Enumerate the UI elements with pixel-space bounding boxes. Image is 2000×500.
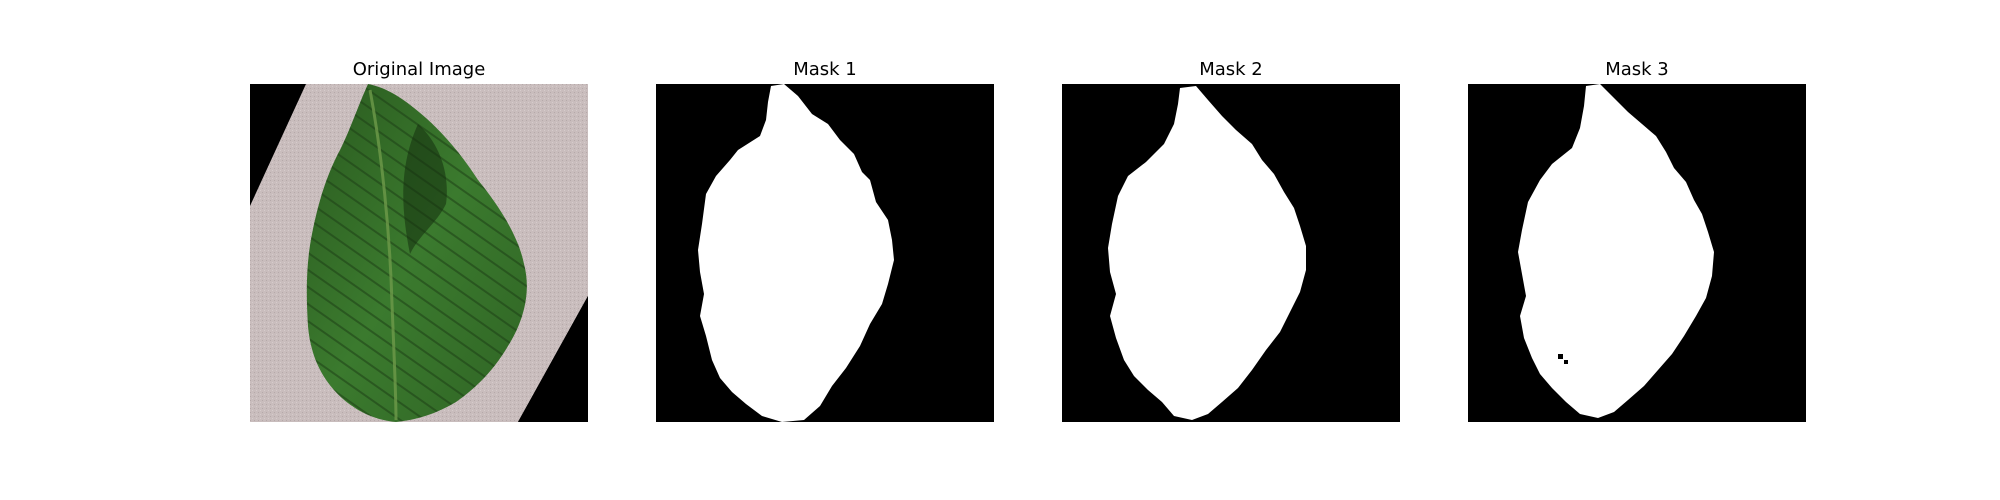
- mask-1-shape: [656, 84, 994, 422]
- leaf-midrib: [368, 89, 398, 421]
- mask-2-image: [1062, 84, 1400, 422]
- panel-title-mask-1: Mask 1: [793, 59, 857, 80]
- panel-title-mask-2: Mask 2: [1199, 59, 1263, 80]
- leaf-photo: [250, 84, 588, 422]
- mask-1-image: [656, 84, 994, 422]
- mask-2-shape: [1062, 84, 1400, 422]
- mask-3-image: [1468, 84, 1806, 422]
- mask-3-shape: [1468, 84, 1806, 422]
- panel-title-mask-3: Mask 3: [1605, 59, 1669, 80]
- original-image: [250, 84, 588, 422]
- panel-title-original-image: Original Image: [352, 59, 486, 80]
